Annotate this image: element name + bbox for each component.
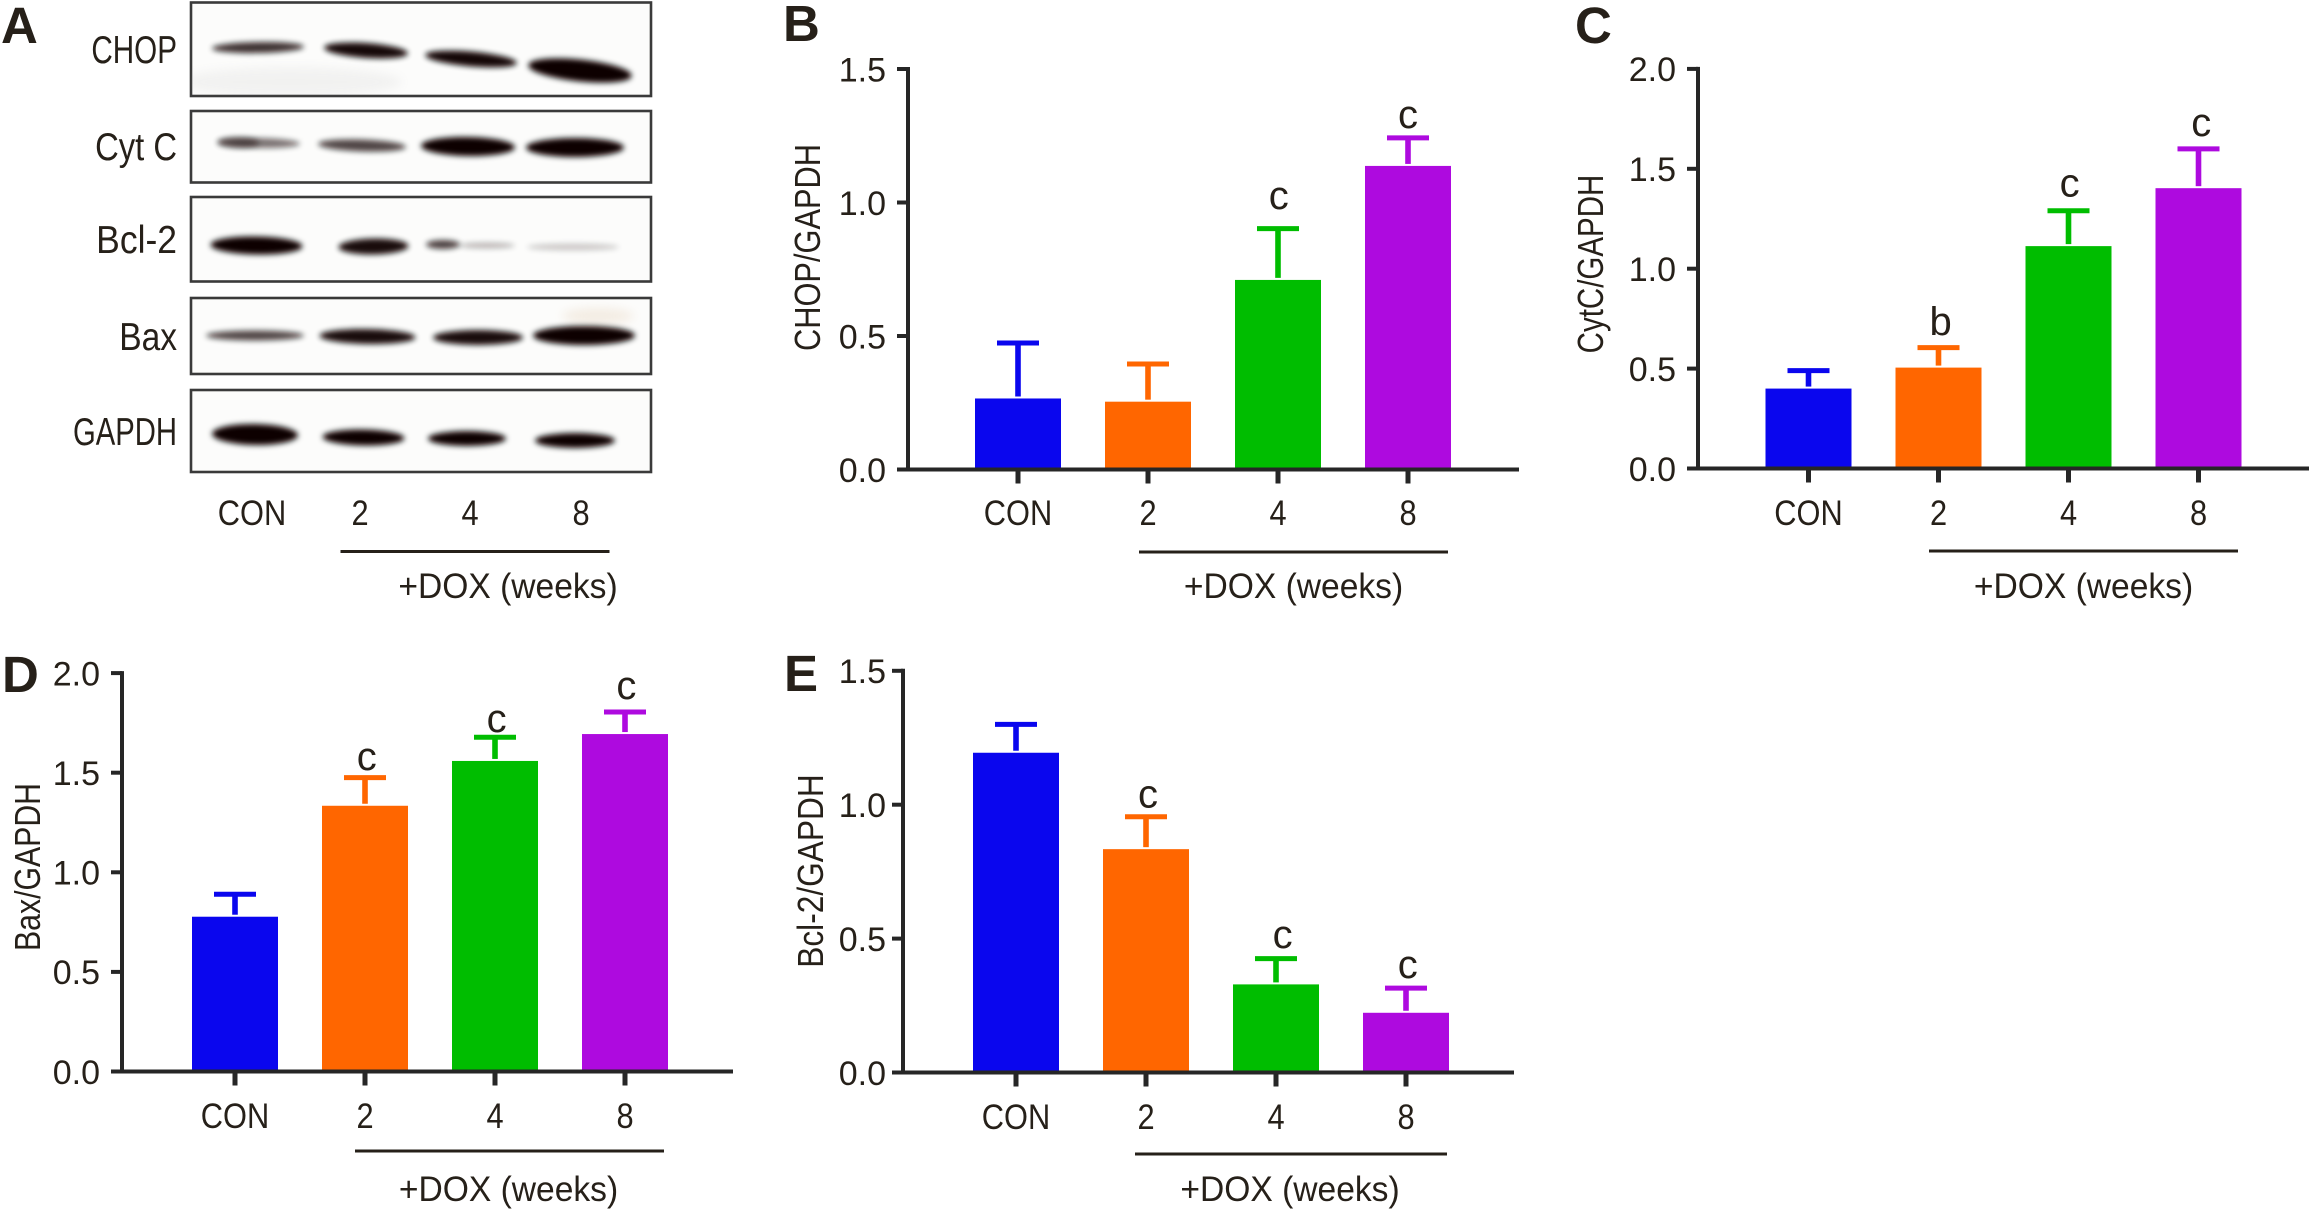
svg-text:A: A xyxy=(1,0,38,54)
svg-text:8: 8 xyxy=(616,1096,633,1135)
svg-text:CytC/GAPDH: CytC/GAPDH xyxy=(1570,175,1610,354)
svg-text:CON: CON xyxy=(218,493,286,532)
svg-text:2.0: 2.0 xyxy=(53,655,100,693)
svg-text:CHOP: CHOP xyxy=(91,29,177,72)
svg-text:1.0: 1.0 xyxy=(839,787,886,825)
svg-text:Bcl-2: Bcl-2 xyxy=(96,217,177,261)
svg-text:0.0: 0.0 xyxy=(839,1055,886,1093)
svg-text:2: 2 xyxy=(351,493,368,532)
svg-text:Bax: Bax xyxy=(119,315,177,359)
svg-text:c: c xyxy=(1269,174,1289,218)
svg-text:2: 2 xyxy=(1930,493,1947,532)
svg-text:4: 4 xyxy=(1267,1097,1284,1136)
svg-text:2: 2 xyxy=(356,1096,373,1135)
svg-text:+DOX (weeks): +DOX (weeks) xyxy=(1184,567,1403,606)
svg-text:0.5: 0.5 xyxy=(53,954,100,992)
svg-text:c: c xyxy=(2060,162,2080,206)
svg-text:+DOX (weeks): +DOX (weeks) xyxy=(398,567,617,606)
svg-text:0.5: 0.5 xyxy=(839,921,886,959)
svg-text:c: c xyxy=(1398,943,1418,987)
svg-text:1.0: 1.0 xyxy=(1629,251,1676,289)
svg-text:8: 8 xyxy=(1399,493,1416,532)
svg-text:c: c xyxy=(616,664,636,708)
svg-text:1.0: 1.0 xyxy=(839,185,886,223)
svg-text:CON: CON xyxy=(1774,493,1842,532)
svg-text:Bax/GAPDH: Bax/GAPDH xyxy=(9,783,49,951)
svg-text:CON: CON xyxy=(982,1097,1050,1136)
svg-text:8: 8 xyxy=(2190,493,2207,532)
svg-text:+DOX (weeks): +DOX (weeks) xyxy=(1180,1170,1399,1209)
svg-text:8: 8 xyxy=(572,493,589,532)
svg-text:c: c xyxy=(1138,773,1158,817)
svg-text:c: c xyxy=(1398,93,1418,137)
svg-text:0.0: 0.0 xyxy=(53,1054,100,1092)
svg-text:4: 4 xyxy=(2060,493,2077,532)
svg-text:1.5: 1.5 xyxy=(53,755,100,793)
svg-text:GAPDH: GAPDH xyxy=(73,411,177,454)
svg-text:CHOP/GAPDH: CHOP/GAPDH xyxy=(789,144,829,351)
svg-text:Cyt C: Cyt C xyxy=(95,124,177,168)
svg-text:2: 2 xyxy=(1139,493,1156,532)
svg-text:1.5: 1.5 xyxy=(839,51,886,89)
svg-text:Bcl-2/GAPDH: Bcl-2/GAPDH xyxy=(791,774,831,968)
svg-text:c: c xyxy=(2191,101,2211,145)
svg-text:1.5: 1.5 xyxy=(839,653,886,691)
svg-text:2.0: 2.0 xyxy=(1629,51,1676,89)
svg-text:4: 4 xyxy=(1269,493,1286,532)
svg-text:4: 4 xyxy=(486,1096,503,1135)
svg-text:c: c xyxy=(1273,913,1293,957)
svg-text:c: c xyxy=(357,735,377,779)
svg-text:1.0: 1.0 xyxy=(53,855,100,893)
svg-text:1.5: 1.5 xyxy=(1629,151,1676,189)
svg-text:+DOX (weeks): +DOX (weeks) xyxy=(399,1170,618,1209)
svg-text:8: 8 xyxy=(1397,1097,1414,1136)
svg-text:CON: CON xyxy=(201,1096,269,1135)
svg-text:B: B xyxy=(783,0,820,52)
svg-text:b: b xyxy=(1929,300,1951,344)
svg-text:0.5: 0.5 xyxy=(1629,351,1676,389)
svg-text:4: 4 xyxy=(461,493,478,532)
svg-text:c: c xyxy=(487,697,507,741)
svg-text:CON: CON xyxy=(984,493,1052,532)
svg-text:0.5: 0.5 xyxy=(839,318,886,356)
svg-text:D: D xyxy=(2,646,39,703)
svg-text:0.0: 0.0 xyxy=(839,452,886,490)
svg-text:C: C xyxy=(1575,0,1612,54)
svg-text:+DOX (weeks): +DOX (weeks) xyxy=(1974,567,2193,606)
svg-text:2: 2 xyxy=(1137,1097,1154,1136)
svg-text:E: E xyxy=(784,645,818,702)
svg-text:0.0: 0.0 xyxy=(1629,451,1676,489)
